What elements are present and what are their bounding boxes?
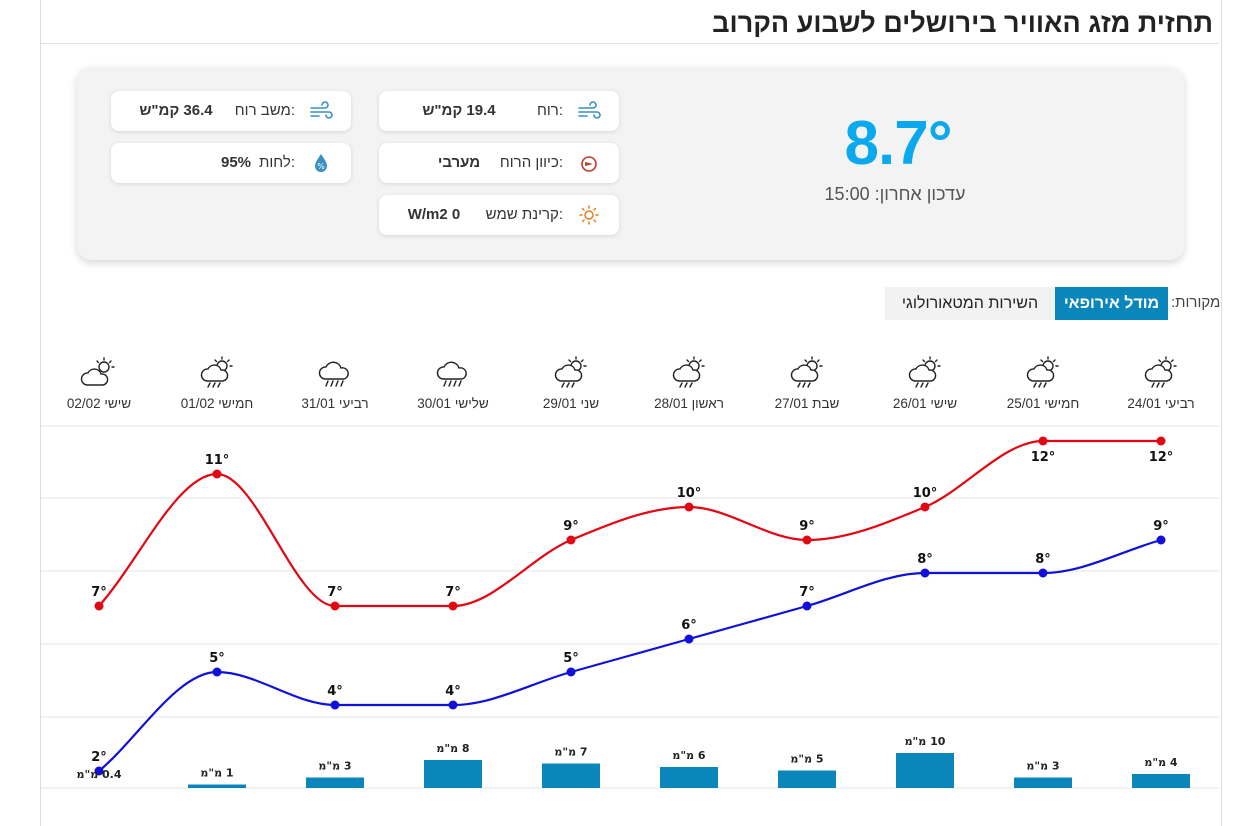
partly-cloudy-rain-icon xyxy=(787,355,827,389)
gust-card: משב רוח: 36.4 קמ"ש xyxy=(111,91,351,131)
humidity-drop-icon: % xyxy=(309,153,333,173)
sun-icon xyxy=(577,205,601,225)
partly-cloudy-rain-icon xyxy=(1023,355,1063,389)
compass-icon xyxy=(577,153,601,173)
rain-cloud-icon xyxy=(315,355,355,389)
current-temperature: 8.7° xyxy=(844,109,953,178)
wind-value: 19.4 קמ"ש xyxy=(422,102,496,119)
source-european-model-button[interactable]: מודל אירופאי xyxy=(1055,287,1168,320)
title-divider xyxy=(41,43,1219,44)
gust-value: 36.4 קמ"ש xyxy=(139,102,213,119)
partly-cloudy-rain-icon xyxy=(669,355,709,389)
day-label: שלישי 30/01 xyxy=(417,396,489,411)
source-meteorological-service-button[interactable]: השירות המטאורולוגי xyxy=(885,287,1055,320)
radiation-value: W/m2 0 xyxy=(407,206,461,223)
wind-direction-value: מערבי xyxy=(437,154,481,171)
page-title: תחזית מזג האוויר בירושלים לשבוע הקרוב xyxy=(712,8,1213,38)
wind-direction-label: כיוון הרוח: xyxy=(499,154,563,171)
partly-cloudy-rain-icon xyxy=(1141,355,1181,389)
partly-cloudy-rain-icon xyxy=(551,355,591,389)
partly-cloudy-icon xyxy=(79,355,119,389)
wind-label: רוח: xyxy=(537,102,563,119)
svg-text:%: % xyxy=(317,162,325,171)
day-label: שני 29/01 xyxy=(542,396,600,411)
humidity-value: 95% xyxy=(220,154,252,171)
day-label: שישי 02/02 xyxy=(66,396,132,411)
day-label: שישי 26/01 xyxy=(892,396,958,411)
last-update-text: עדכון אחרון: 15:00 xyxy=(824,184,966,204)
wind-card: רוח: 19.4 קמ"ש xyxy=(379,91,619,131)
gust-label: משב רוח: xyxy=(234,102,295,119)
day-label: רביעי 24/01 xyxy=(1127,396,1195,411)
humidity-label: לחות: xyxy=(259,154,295,171)
radiation-card: קרינת שמש: W/m2 0 xyxy=(379,195,619,235)
sources-label: מקורות: xyxy=(1171,294,1221,311)
humidity-card: % לחות: 95% xyxy=(111,143,351,183)
partly-cloudy-rain-icon xyxy=(197,355,237,389)
day-label: שבת 27/01 xyxy=(774,396,840,411)
rain-cloud-icon xyxy=(433,355,473,389)
wind-direction-card: כיוון הרוח: מערבי xyxy=(379,143,619,183)
day-label: רביעי 31/01 xyxy=(301,396,369,411)
day-label: חמישי 25/01 xyxy=(1006,396,1080,411)
radiation-label: קרינת שמש: xyxy=(485,206,563,223)
day-label: ראשון 28/01 xyxy=(654,396,724,411)
wind-gust-icon xyxy=(309,101,333,121)
partly-cloudy-rain-icon xyxy=(905,355,945,389)
wind-icon xyxy=(577,101,601,121)
day-label: חמישי 01/02 xyxy=(180,396,254,411)
